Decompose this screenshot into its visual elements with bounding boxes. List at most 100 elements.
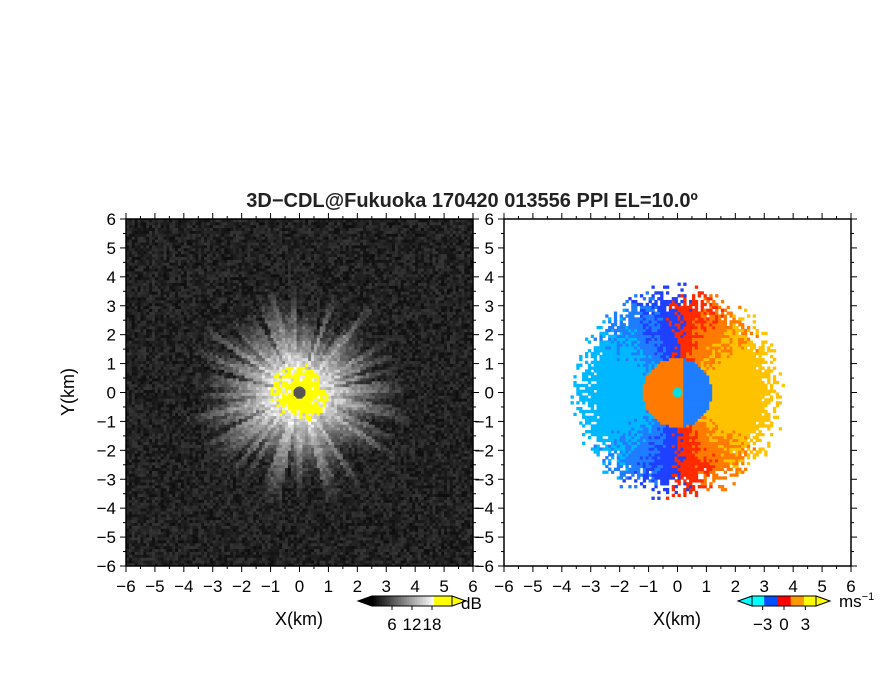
reflectivity-cell <box>169 552 172 555</box>
reflectivity-cell <box>135 453 138 456</box>
reflectivity-cell <box>221 294 224 297</box>
reflectivity-cell <box>195 465 198 468</box>
reflectivity-cell <box>155 233 158 236</box>
reflectivity-cell <box>230 410 233 413</box>
reflectivity-cell <box>135 401 138 404</box>
reflectivity-cell <box>213 309 216 312</box>
reflectivity-cell <box>164 390 167 393</box>
reflectivity-cell <box>198 395 201 398</box>
reflectivity-cell <box>204 361 207 364</box>
reflectivity-cell <box>242 358 245 361</box>
reflectivity-cell <box>230 283 233 286</box>
reflectivity-cell <box>227 407 230 410</box>
reflectivity-cell <box>195 323 198 326</box>
reflectivity-cell <box>181 387 184 390</box>
reflectivity-cell <box>204 358 207 361</box>
reflectivity-cell <box>135 283 138 286</box>
reflectivity-cell <box>219 329 222 332</box>
reflectivity-cell <box>161 361 164 364</box>
reflectivity-cell <box>204 346 207 349</box>
reflectivity-cell <box>221 421 224 424</box>
reflectivity-cell <box>242 459 245 462</box>
reflectivity-cell <box>195 479 198 482</box>
reflectivity-cell <box>216 332 219 335</box>
reflectivity-cell <box>227 361 230 364</box>
reflectivity-cell <box>213 416 216 419</box>
reflectivity-cell <box>213 468 216 471</box>
reflectivity-cell <box>164 473 167 476</box>
reflectivity-cell <box>166 445 169 448</box>
reflectivity-cell <box>138 398 141 401</box>
reflectivity-cell <box>146 424 149 427</box>
reflectivity-cell <box>161 398 164 401</box>
reflectivity-cell <box>155 358 158 361</box>
reflectivity-cell <box>190 262 193 265</box>
reflectivity-cell <box>132 384 135 387</box>
reflectivity-cell <box>227 294 230 297</box>
reflectivity-cell <box>236 329 239 332</box>
reflectivity-cell <box>187 421 190 424</box>
reflectivity-cell <box>190 439 193 442</box>
reflectivity-cell <box>164 552 167 555</box>
reflectivity-cell <box>219 485 222 488</box>
reflectivity-cell <box>193 468 196 471</box>
reflectivity-cell <box>149 297 152 300</box>
reflectivity-cell <box>233 329 236 332</box>
reflectivity-cell <box>143 291 146 294</box>
reflectivity-cell <box>181 283 184 286</box>
reflectivity-cell <box>172 430 175 433</box>
reflectivity-cell <box>187 554 190 557</box>
reflectivity-cell <box>193 303 196 306</box>
reflectivity-cell <box>195 257 198 260</box>
reflectivity-cell <box>166 251 169 254</box>
reflectivity-cell <box>161 560 164 563</box>
reflectivity-cell <box>155 277 158 280</box>
reflectivity-cell <box>201 242 204 245</box>
reflectivity-cell <box>201 560 204 563</box>
reflectivity-cell <box>242 251 245 254</box>
reflectivity-cell <box>193 222 196 225</box>
reflectivity-cell <box>227 349 230 352</box>
reflectivity-cell <box>221 231 224 234</box>
reflectivity-cell <box>129 381 132 384</box>
reflectivity-cell <box>129 430 132 433</box>
reflectivity-cell <box>169 546 172 549</box>
reflectivity-cell <box>207 511 210 514</box>
reflectivity-cell <box>187 239 190 242</box>
reflectivity-cell <box>207 375 210 378</box>
reflectivity-cell <box>233 259 236 262</box>
reflectivity-cell <box>181 338 184 341</box>
reflectivity-cell <box>227 372 230 375</box>
reflectivity-cell <box>169 271 172 274</box>
reflectivity-cell <box>158 413 161 416</box>
reflectivity-cell <box>138 395 141 398</box>
reflectivity-cell <box>227 430 230 433</box>
reflectivity-cell <box>164 528 167 531</box>
reflectivity-cell <box>227 306 230 309</box>
reflectivity-cell <box>239 355 242 358</box>
reflectivity-cell <box>152 491 155 494</box>
reflectivity-cell <box>135 557 138 560</box>
reflectivity-cell <box>178 453 181 456</box>
reflectivity-cell <box>138 355 141 358</box>
reflectivity-cell <box>193 271 196 274</box>
reflectivity-cell <box>210 526 213 529</box>
reflectivity-cell <box>149 485 152 488</box>
reflectivity-cell <box>210 393 213 396</box>
reflectivity-cell <box>138 366 141 369</box>
reflectivity-cell <box>242 401 245 404</box>
reflectivity-cell <box>204 439 207 442</box>
reflectivity-cell <box>224 502 227 505</box>
reflectivity-cell <box>230 317 233 320</box>
reflectivity-cell <box>201 517 204 520</box>
reflectivity-cell <box>198 468 201 471</box>
reflectivity-cell <box>164 384 167 387</box>
reflectivity-cell <box>158 430 161 433</box>
reflectivity-cell <box>195 242 198 245</box>
reflectivity-cell <box>164 332 167 335</box>
reflectivity-cell <box>221 508 224 511</box>
reflectivity-cell <box>190 248 193 251</box>
reflectivity-cell <box>138 421 141 424</box>
reflectivity-cell <box>161 228 164 231</box>
reflectivity-cell <box>198 557 201 560</box>
